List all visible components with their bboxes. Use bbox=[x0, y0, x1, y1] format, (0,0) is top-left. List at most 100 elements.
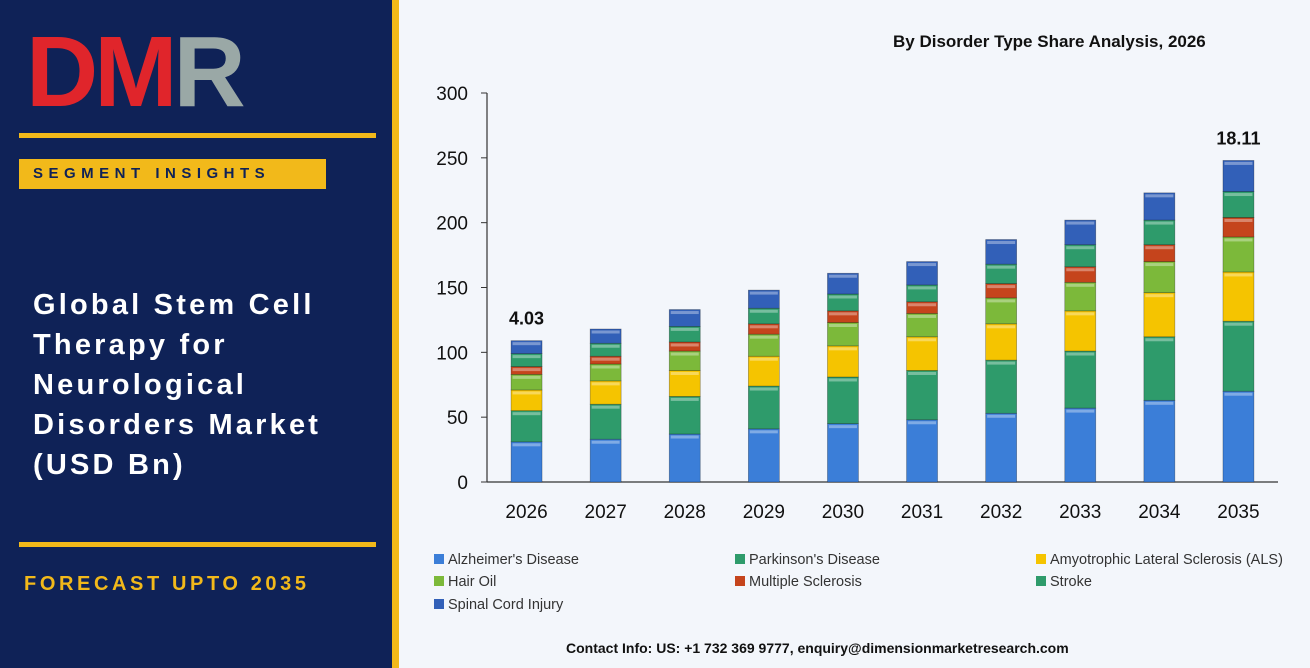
divider-line bbox=[19, 542, 376, 547]
bar-segment bbox=[1222, 160, 1255, 192]
bar-segment-highlight bbox=[987, 241, 1016, 245]
bar-segment-highlight bbox=[512, 368, 541, 372]
bar-segment-highlight bbox=[908, 263, 937, 267]
data-label: 18.11 bbox=[1216, 128, 1260, 148]
bar-segment bbox=[906, 261, 938, 286]
bar-segment-highlight bbox=[908, 286, 937, 290]
bar-segment-highlight bbox=[908, 338, 937, 342]
bar-segment bbox=[1222, 320, 1255, 392]
bar-segment bbox=[906, 370, 938, 421]
bar-segment bbox=[827, 376, 859, 425]
bar-segment-highlight bbox=[1145, 263, 1174, 267]
bar-segment-highlight bbox=[749, 430, 778, 434]
chart-title: By Disorder Type Share Analysis, 2026 bbox=[893, 32, 1206, 51]
bar-segment-highlight bbox=[670, 311, 699, 315]
legend-swatch bbox=[1036, 554, 1046, 564]
bar-segment bbox=[1143, 192, 1176, 221]
legend-swatch bbox=[735, 554, 745, 564]
y-tick-label: 200 bbox=[436, 214, 468, 235]
bar-segment-highlight bbox=[749, 309, 778, 313]
bar-segment bbox=[748, 385, 780, 430]
x-tick-label: 2028 bbox=[664, 502, 706, 523]
bar-segment bbox=[668, 433, 701, 483]
bar-segment-highlight bbox=[1224, 273, 1253, 277]
bar-segment bbox=[1143, 292, 1176, 338]
x-tick-label: 2034 bbox=[1138, 502, 1181, 523]
legend-swatch bbox=[1036, 576, 1046, 586]
legend-item-multiple-sclerosis: Multiple Sclerosis bbox=[735, 574, 862, 590]
bar-segment-highlight bbox=[908, 303, 937, 307]
y-tick-label: 0 bbox=[457, 473, 468, 494]
bar-segment-highlight bbox=[670, 435, 699, 439]
bar-segment-highlight bbox=[828, 274, 857, 278]
bar-segment-highlight bbox=[591, 440, 620, 444]
bar-segment-highlight bbox=[670, 343, 699, 347]
contact-info: Contact Info: US: +1 732 369 9777, enqui… bbox=[566, 640, 1069, 656]
stacked-bar-chart: 0 50 100 150 200 250 300 2026 4.03 2027 2028 2029 20… bbox=[436, 84, 1278, 523]
bar-segment bbox=[748, 307, 780, 325]
x-tick-label: 2030 bbox=[822, 502, 864, 523]
bar-segment bbox=[1064, 350, 1097, 409]
bar-segment-highlight bbox=[591, 405, 620, 409]
bar-segment-highlight bbox=[591, 357, 620, 361]
bar-segment-highlight bbox=[1066, 221, 1095, 225]
bar-segment-highlight bbox=[987, 361, 1016, 365]
bar-segment-highlight bbox=[1224, 161, 1253, 165]
bar-segment-highlight bbox=[591, 365, 620, 369]
bar-segment-highlight bbox=[1145, 246, 1174, 250]
bar-segment-highlight bbox=[908, 371, 937, 375]
bar-segment bbox=[1222, 271, 1255, 322]
bar-segment-highlight bbox=[1145, 338, 1174, 342]
x-tick-label: 2032 bbox=[980, 502, 1022, 523]
bar-segment-highlight bbox=[512, 391, 541, 395]
bar-segment bbox=[827, 423, 859, 483]
bar-segment-highlight bbox=[1224, 322, 1253, 326]
legend-item-stroke: Stroke bbox=[1036, 574, 1092, 590]
bar-segment bbox=[589, 438, 622, 483]
legend-swatch bbox=[434, 576, 444, 586]
bar-segment bbox=[1222, 390, 1255, 483]
bar-segment-highlight bbox=[1066, 352, 1095, 356]
bar-segment bbox=[589, 328, 622, 344]
bar-segment-highlight bbox=[987, 285, 1016, 289]
legend-swatch bbox=[434, 599, 444, 609]
bar-segment-highlight bbox=[828, 425, 857, 429]
bar-segment-highlight bbox=[670, 397, 699, 401]
bar-segment-highlight bbox=[828, 312, 857, 316]
x-tick-label: 2026 bbox=[505, 502, 547, 523]
bar-segment-highlight bbox=[908, 314, 937, 318]
y-tick-label: 150 bbox=[436, 279, 468, 300]
bar-segment bbox=[1222, 191, 1255, 218]
bar-segment bbox=[668, 370, 701, 397]
bar-segment-highlight bbox=[591, 330, 620, 334]
bar-segment-highlight bbox=[1066, 312, 1095, 316]
bar-segment bbox=[668, 309, 701, 327]
bar-segment-highlight bbox=[987, 265, 1016, 269]
sidebar-panel bbox=[0, 0, 392, 668]
bar-segment-highlight bbox=[1224, 392, 1253, 396]
x-tick-label: 2033 bbox=[1059, 502, 1101, 523]
segment-insights-badge: SEGMENT INSIGHTS bbox=[19, 159, 326, 189]
bar-segment bbox=[1222, 236, 1255, 273]
bar-segment bbox=[985, 359, 1018, 414]
gold-divider-stripe bbox=[392, 0, 399, 668]
bar-segment bbox=[589, 403, 622, 440]
bar-segment-highlight bbox=[512, 412, 541, 416]
bar-segment-highlight bbox=[1145, 194, 1174, 198]
bar-segment-highlight bbox=[670, 371, 699, 375]
bar-segment-highlight bbox=[512, 342, 541, 346]
bar-segment-highlight bbox=[1066, 246, 1095, 250]
bar-segment bbox=[510, 340, 543, 354]
bar-segment bbox=[1143, 336, 1176, 401]
bar-segment-highlight bbox=[670, 327, 699, 331]
bar-segment-highlight bbox=[1145, 221, 1174, 225]
bar-segment bbox=[1064, 310, 1097, 352]
bar-segment-highlight bbox=[987, 325, 1016, 329]
bar-segment-highlight bbox=[512, 355, 541, 359]
bar-segment bbox=[1064, 281, 1097, 312]
divider-line bbox=[19, 133, 376, 138]
bar-segment-highlight bbox=[512, 375, 541, 379]
bar-segment-highlight bbox=[1224, 238, 1253, 242]
bar-segment bbox=[906, 419, 938, 483]
bar-segment-highlight bbox=[987, 299, 1016, 303]
